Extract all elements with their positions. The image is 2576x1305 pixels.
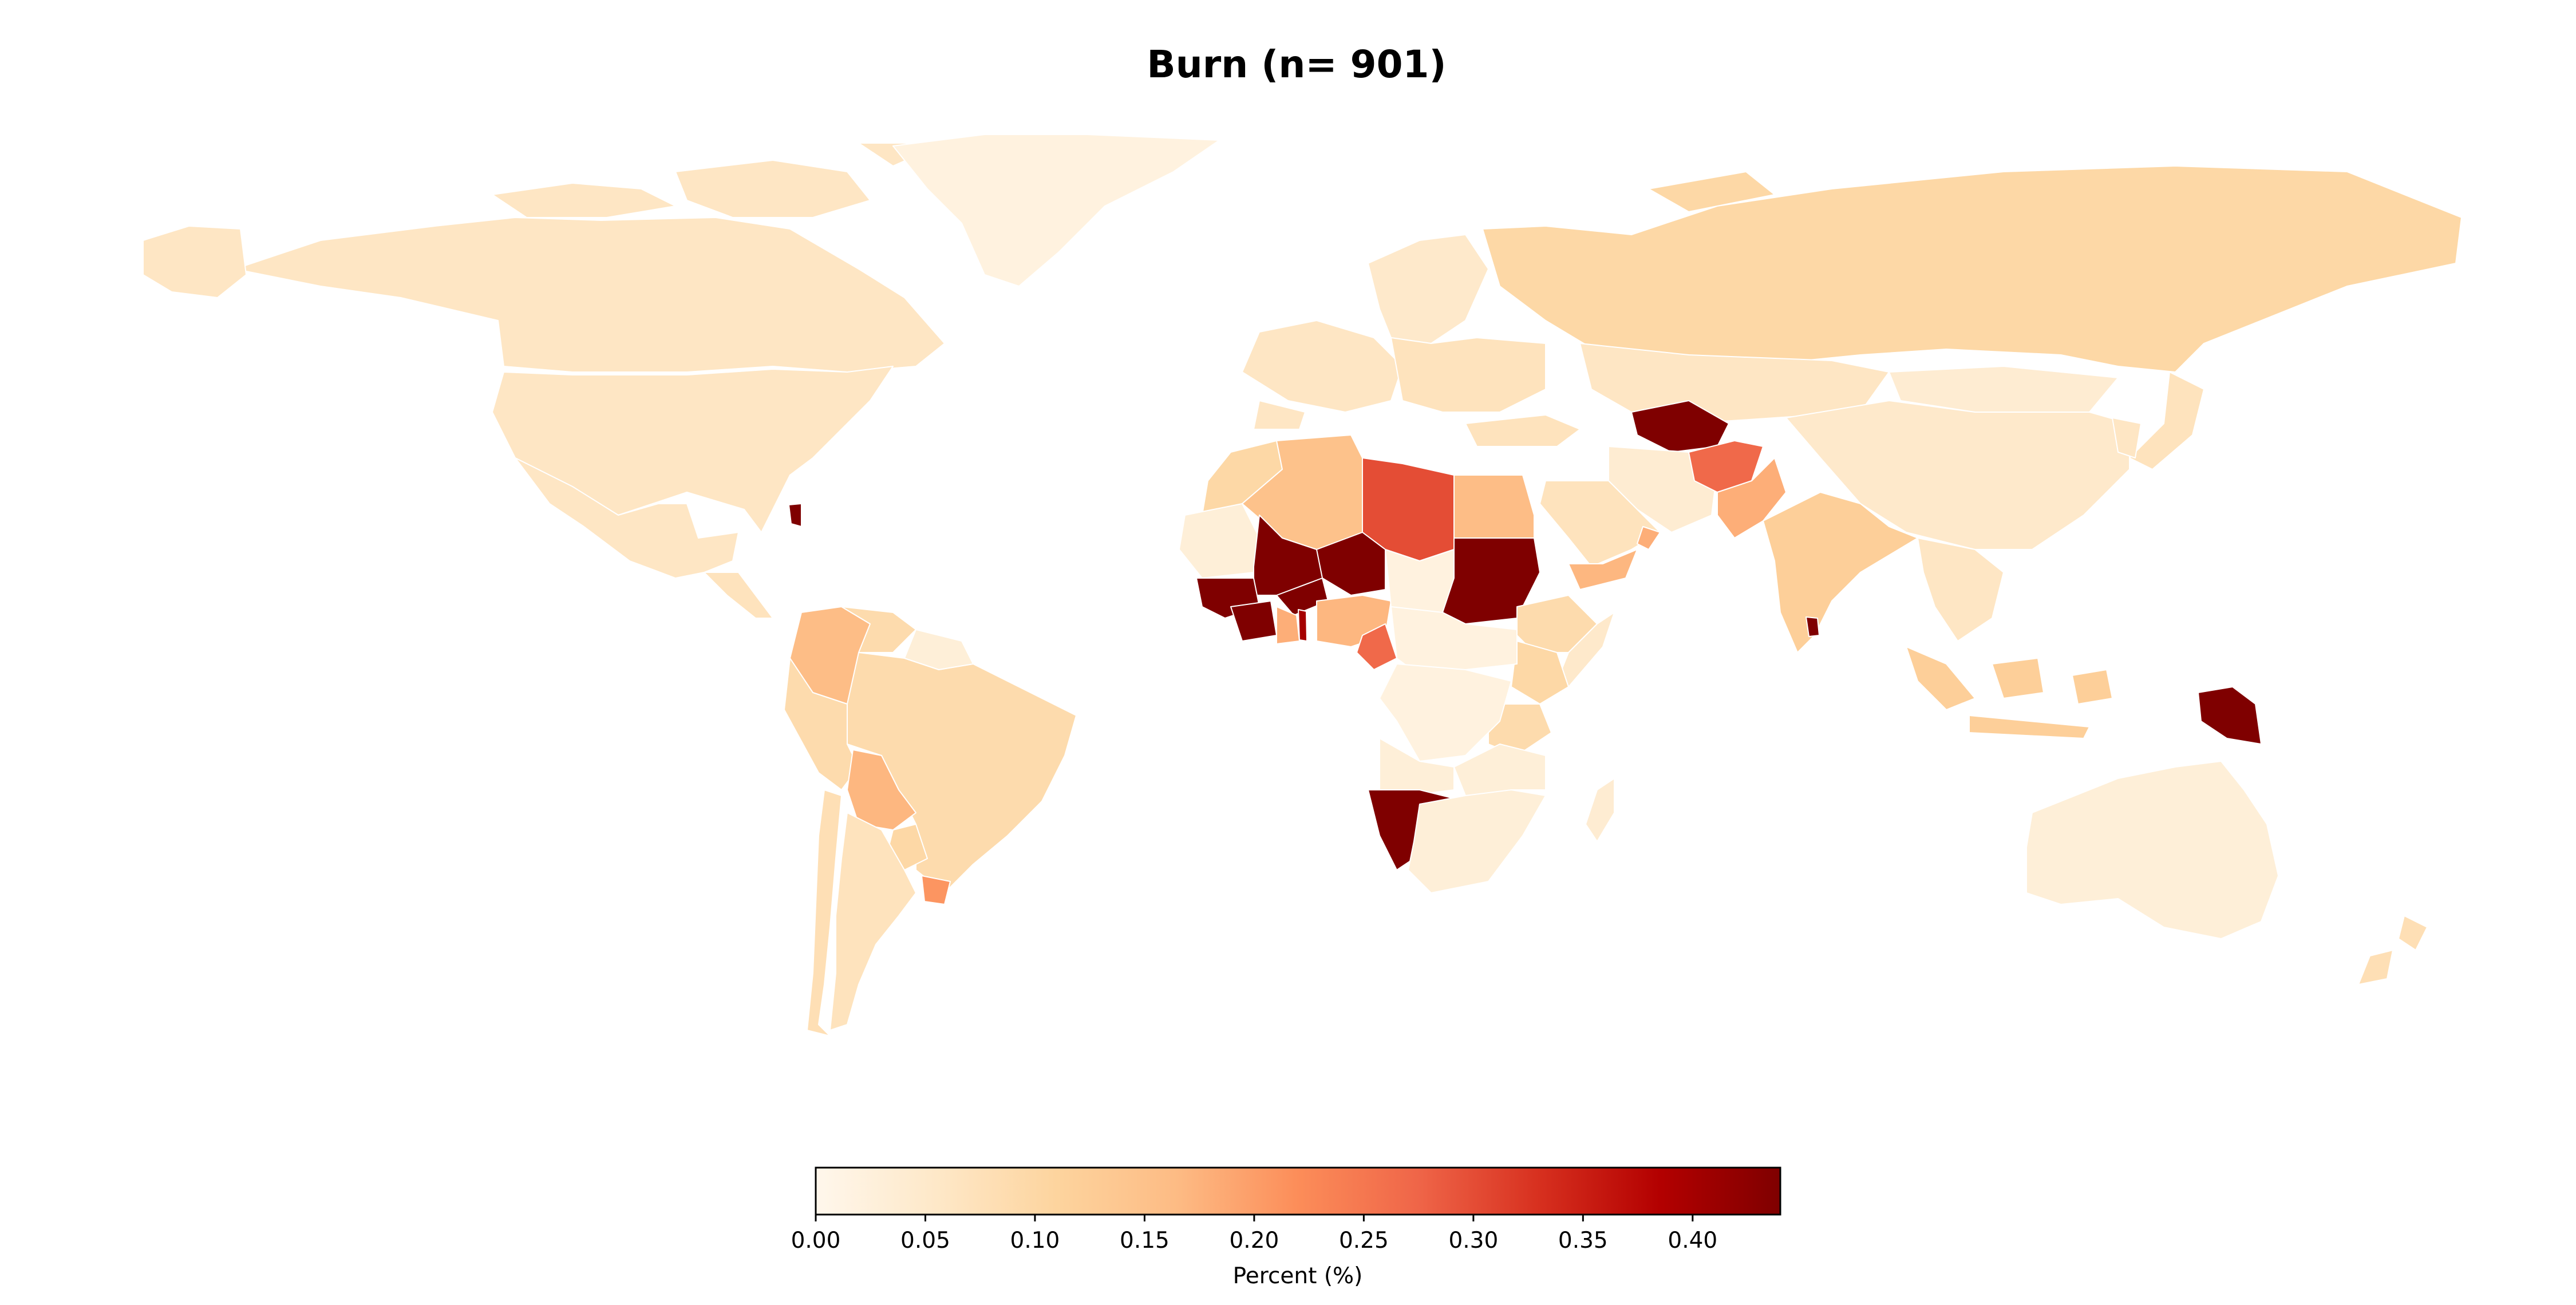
region-eastern-europe: [1390, 337, 1546, 413]
colorbar-tick-label: 0.35: [1558, 1228, 1608, 1253]
region-kenya: [1511, 640, 1569, 705]
region-indonesia: [1906, 646, 2113, 739]
region-canada: [234, 143, 945, 373]
region-central-africa: [1390, 606, 1518, 676]
chart-title: Burn (n= 901): [1147, 42, 1446, 86]
region-togo: [1298, 609, 1307, 642]
colorbar-tick-label: 0.10: [1010, 1228, 1060, 1253]
region-japan: [2129, 371, 2204, 470]
region-saudi-arabia: [1539, 480, 1661, 567]
region-turkey: [1465, 414, 1581, 447]
region-mauritania: [1179, 503, 1260, 579]
colorbar-tick-label: 0.05: [900, 1228, 950, 1253]
region-egypt: [1453, 474, 1535, 539]
region-uruguay: [921, 875, 951, 905]
region-korea: [2112, 417, 2142, 458]
region-venezuela: [841, 606, 916, 653]
region-haiti: [788, 503, 802, 527]
region-australia: [2026, 761, 2279, 939]
region-guianas: [904, 629, 974, 670]
region-dr-congo: [1379, 663, 1512, 762]
colorbar-tick-label: 0.40: [1668, 1228, 1717, 1253]
region-india: [1763, 492, 1918, 653]
region-mexico: [515, 457, 739, 579]
region-chile: [807, 789, 842, 1037]
region-cameroon: [1356, 623, 1397, 670]
region-cote-d-ivoire: [1230, 600, 1277, 642]
region-central-america: [704, 572, 773, 619]
region-southeast-asia: [1917, 537, 2004, 642]
region-sri-lanka: [1805, 616, 1820, 637]
region-pakistan: [1717, 457, 1787, 539]
region-scandinavia: [1368, 234, 1489, 344]
region-sudan: [1442, 537, 1540, 624]
region-madagascar: [1585, 778, 1615, 842]
region-new-zealand: [2358, 915, 2428, 985]
region-tanzania: [1488, 703, 1552, 756]
colorbar-tick-label: 0.25: [1339, 1228, 1389, 1253]
world-map: [143, 134, 2462, 1037]
colorbar-gradient: [815, 1166, 1781, 1216]
region-southern-africa: [1408, 744, 1546, 893]
colorbar-tick-label: 0.00: [791, 1228, 841, 1253]
colorbar-ticks: 0.00 0.05 0.10 0.15 0.20 0.25 0.30 0.35 0.40: [791, 1215, 1717, 1253]
region-yemen: [1568, 549, 1638, 590]
region-papua-new-guinea: [2198, 686, 2262, 745]
region-greenland: [892, 134, 1220, 287]
region-oman: [1637, 526, 1661, 550]
region-ghana: [1276, 606, 1300, 644]
region-russia: [1482, 165, 2462, 373]
colorbar-tick-label: 0.20: [1229, 1228, 1279, 1253]
region-argentina: [829, 812, 916, 1031]
colorbar-tick-label: 0.15: [1120, 1228, 1170, 1253]
colorbar: 0.00 0.05 0.10 0.15 0.20 0.25 0.30 0.35 0.40 Per…: [791, 1166, 1781, 1289]
colorbar-tick-label: 0.30: [1448, 1228, 1498, 1253]
colorbar-label: Percent (%): [1233, 1263, 1363, 1289]
region-bolivia: [847, 749, 916, 831]
region-western-europe: [1242, 320, 1403, 430]
